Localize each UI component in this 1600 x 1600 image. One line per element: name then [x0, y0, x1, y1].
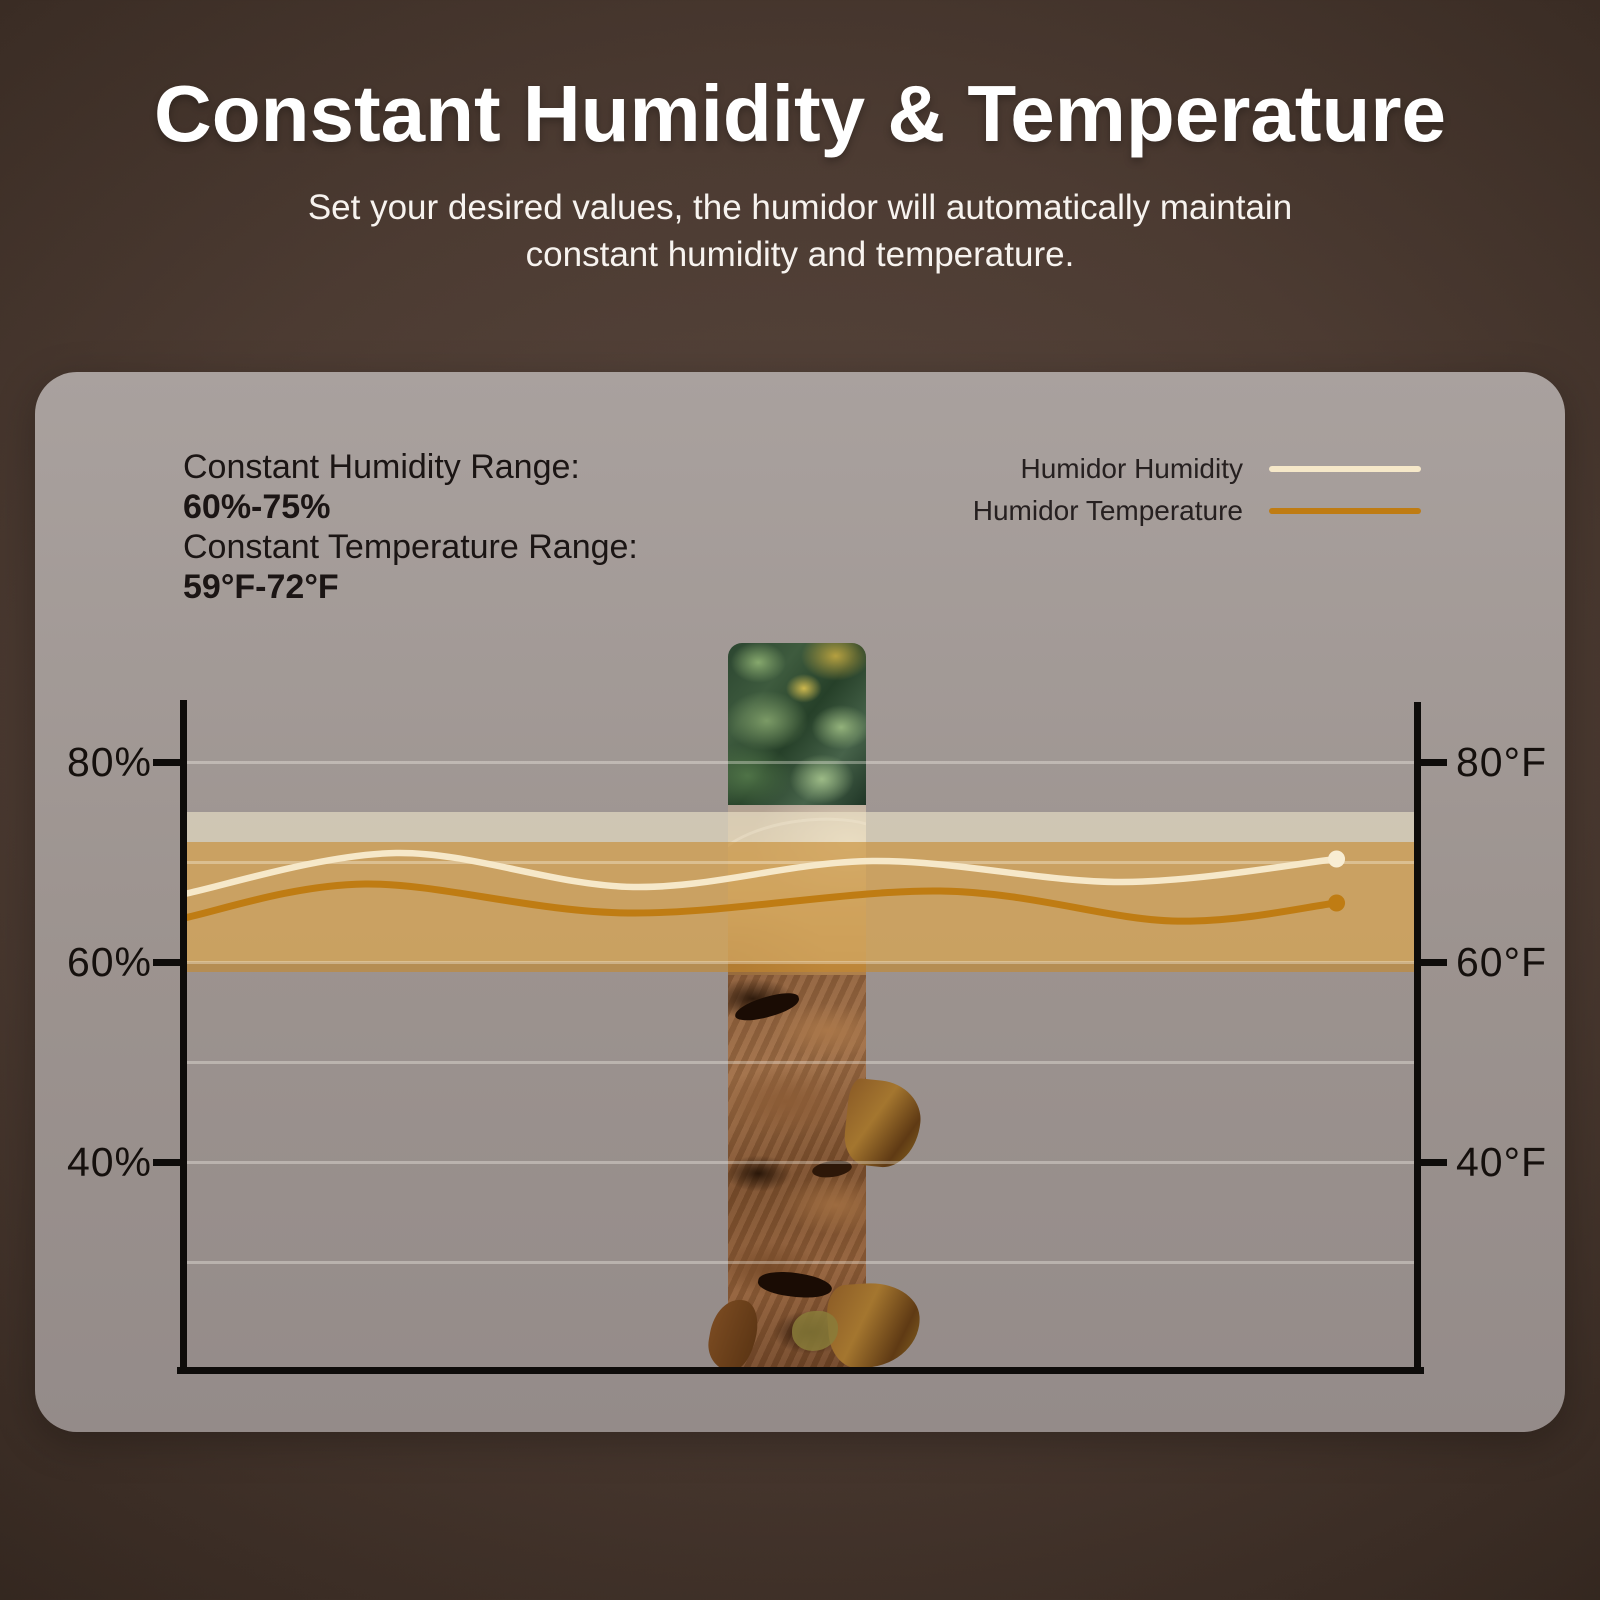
- temperature-line-swatch: [1269, 508, 1421, 514]
- y-axis-right-label: 40°F: [1456, 1139, 1548, 1185]
- right-tick-60: [1417, 958, 1447, 966]
- left-tick-80: [153, 758, 183, 766]
- x-axis: [177, 1367, 1424, 1374]
- legend-item-temperature: Humidor Temperature: [900, 494, 1421, 528]
- page-title: Constant Humidity & Temperature: [154, 69, 1446, 158]
- subtitle-line-2: constant humidity and temperature.: [525, 235, 1075, 274]
- y-axis-right-label: 60°F: [1456, 939, 1548, 985]
- gridline-30: [184, 1260, 1418, 1264]
- y-axis-left-label: 40%: [66, 1139, 152, 1185]
- legend-label-temperature: Humidor Temperature: [972, 495, 1243, 526]
- gridline-70: [184, 860, 1418, 864]
- y-axis-left-label: 60%: [66, 939, 152, 985]
- y-axis-right-label: 80°F: [1456, 739, 1548, 785]
- y-axis-right: [1414, 702, 1421, 1374]
- cigar-leaf-crack: [732, 989, 802, 1025]
- temperature-range-label: Constant Temperature Range:: [183, 528, 638, 566]
- left-tick-60: [153, 958, 183, 966]
- chart-legend: Humidor Humidity Humidor Temperature: [900, 452, 1421, 528]
- gridline-50: [184, 1060, 1418, 1064]
- y-axis-left: [180, 700, 187, 1374]
- y-axis-left-label: 80%: [66, 739, 152, 785]
- cigar-leaf-crack: [756, 1267, 834, 1303]
- legend-item-humidity: Humidor Humidity: [900, 452, 1421, 486]
- humidity-line-swatch: [1269, 466, 1421, 472]
- subtitle-line-1: Set your desired values, the humidor wil…: [307, 188, 1293, 227]
- humidity-range-value: 60%-75%: [183, 488, 331, 526]
- subtitle: Set your desired values, the humidor wil…: [0, 184, 1600, 278]
- left-tick-40: [153, 1158, 183, 1166]
- gridline-40: [184, 1160, 1418, 1164]
- cigar-leaf-flap: [792, 1311, 838, 1351]
- right-tick-80: [1417, 758, 1447, 766]
- cigar-foot-texture: [728, 643, 866, 805]
- gridline-80: [184, 760, 1418, 764]
- cigar-image: [704, 643, 925, 1375]
- temperature-range-value: 59°F-72°F: [183, 568, 339, 606]
- legend-label-humidity: Humidor Humidity: [1020, 453, 1244, 484]
- humidity-range-label: Constant Humidity Range:: [183, 448, 580, 486]
- right-tick-40: [1417, 1158, 1447, 1166]
- gridline-60: [184, 960, 1418, 964]
- range-info: Constant Humidity Range: 60%-75% Constan…: [183, 447, 638, 607]
